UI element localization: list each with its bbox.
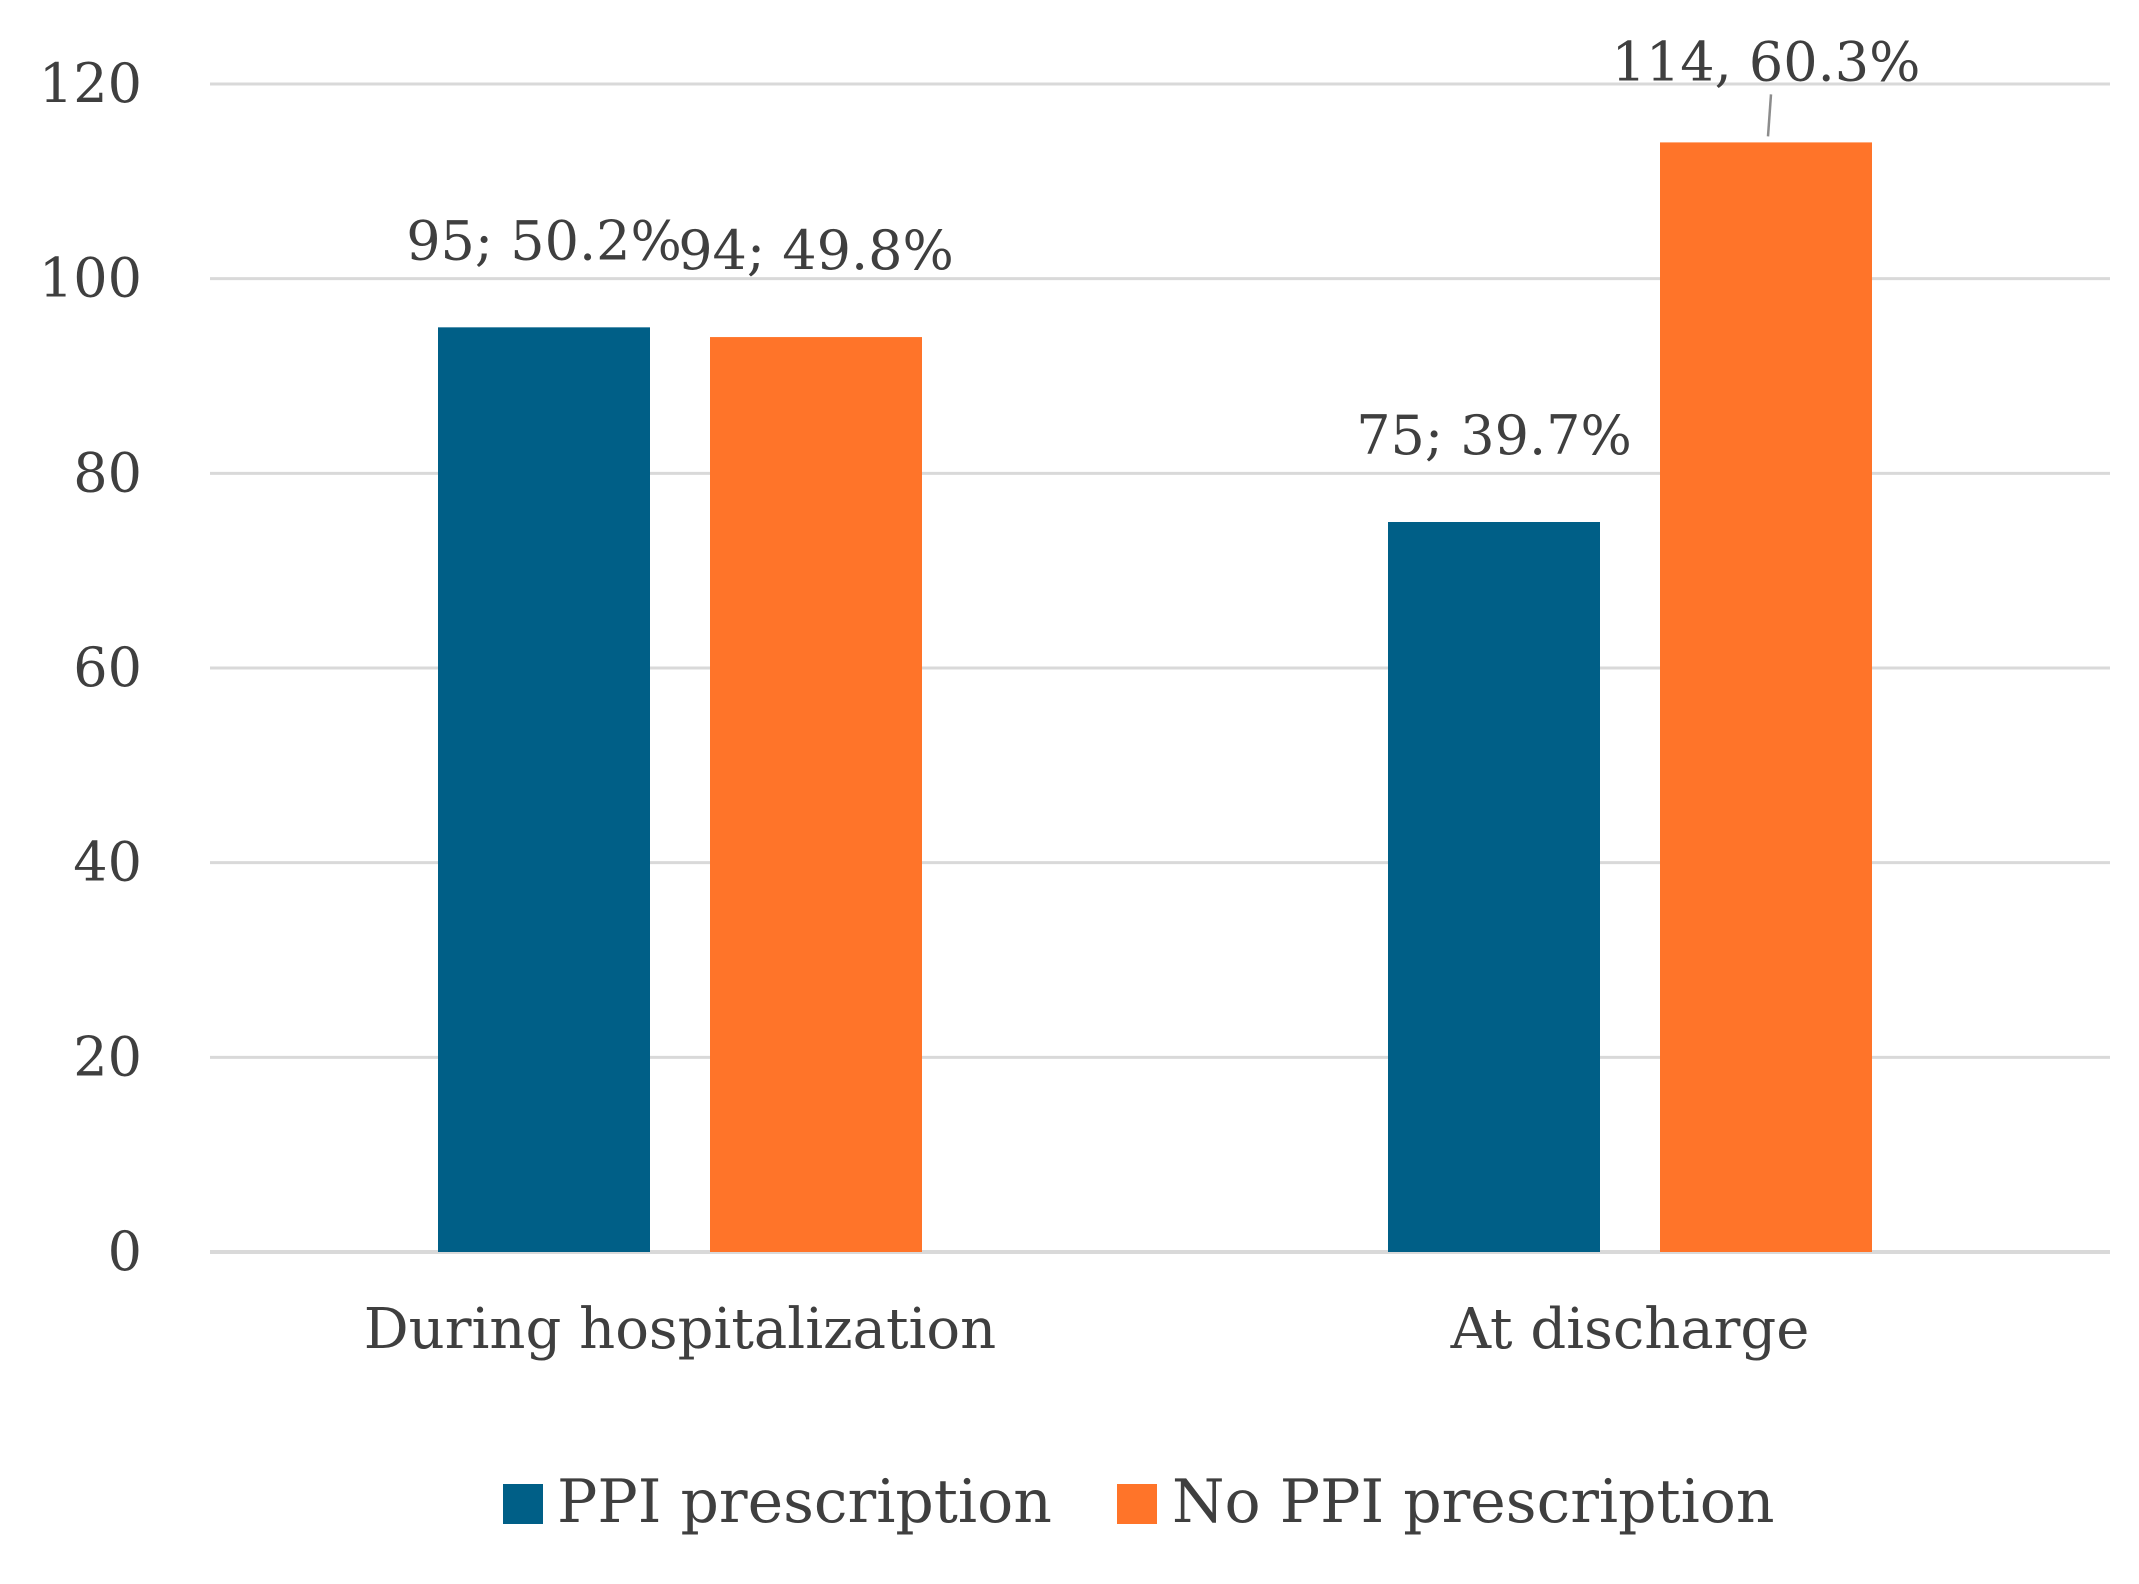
data-label: 114, 60.3%	[1612, 30, 1921, 93]
x-category-label: At discharge	[1450, 1297, 1810, 1362]
data-label-leader-line	[1766, 94, 1773, 137]
legend-label: PPI prescription	[557, 1467, 1052, 1537]
y-tick-label: 120	[39, 52, 142, 115]
data-label: 95; 50.2%	[406, 209, 682, 272]
bar-no-ppi-during-hospitalization	[710, 337, 922, 1253]
y-tick-label: 40	[73, 831, 142, 894]
y-tick-label: 100	[39, 247, 142, 310]
y-tick-label: 80	[73, 441, 142, 504]
legend-swatch	[1117, 1484, 1157, 1524]
data-label: 75; 39.7%	[1356, 404, 1632, 467]
legend-swatch	[503, 1484, 543, 1524]
bar-ppi-during-hospitalization	[438, 327, 650, 1252]
data-label: 94; 49.8%	[678, 219, 954, 282]
y-tick-label: 60	[73, 636, 142, 699]
legend: PPI prescription No PPI prescription	[503, 1467, 1775, 1537]
bar-no-ppi-at-discharge	[1660, 142, 1872, 1252]
bars	[438, 142, 1872, 1253]
y-tick-label: 20	[73, 1025, 142, 1088]
bar-ppi-at-discharge	[1388, 522, 1600, 1252]
y-tick-label: 0	[108, 1220, 142, 1283]
x-category-label: During hospitalization	[364, 1297, 996, 1362]
data-labels: 95; 50.2%94; 49.8% 75; 39.7% 114, 60.3%	[406, 30, 1920, 467]
legend-label: No PPI prescription	[1172, 1467, 1775, 1537]
y-axis-ticks: 0 20 40 60 80 100 120	[39, 52, 142, 1283]
x-axis-categories: During hospitalization At discharge	[364, 1297, 1810, 1362]
